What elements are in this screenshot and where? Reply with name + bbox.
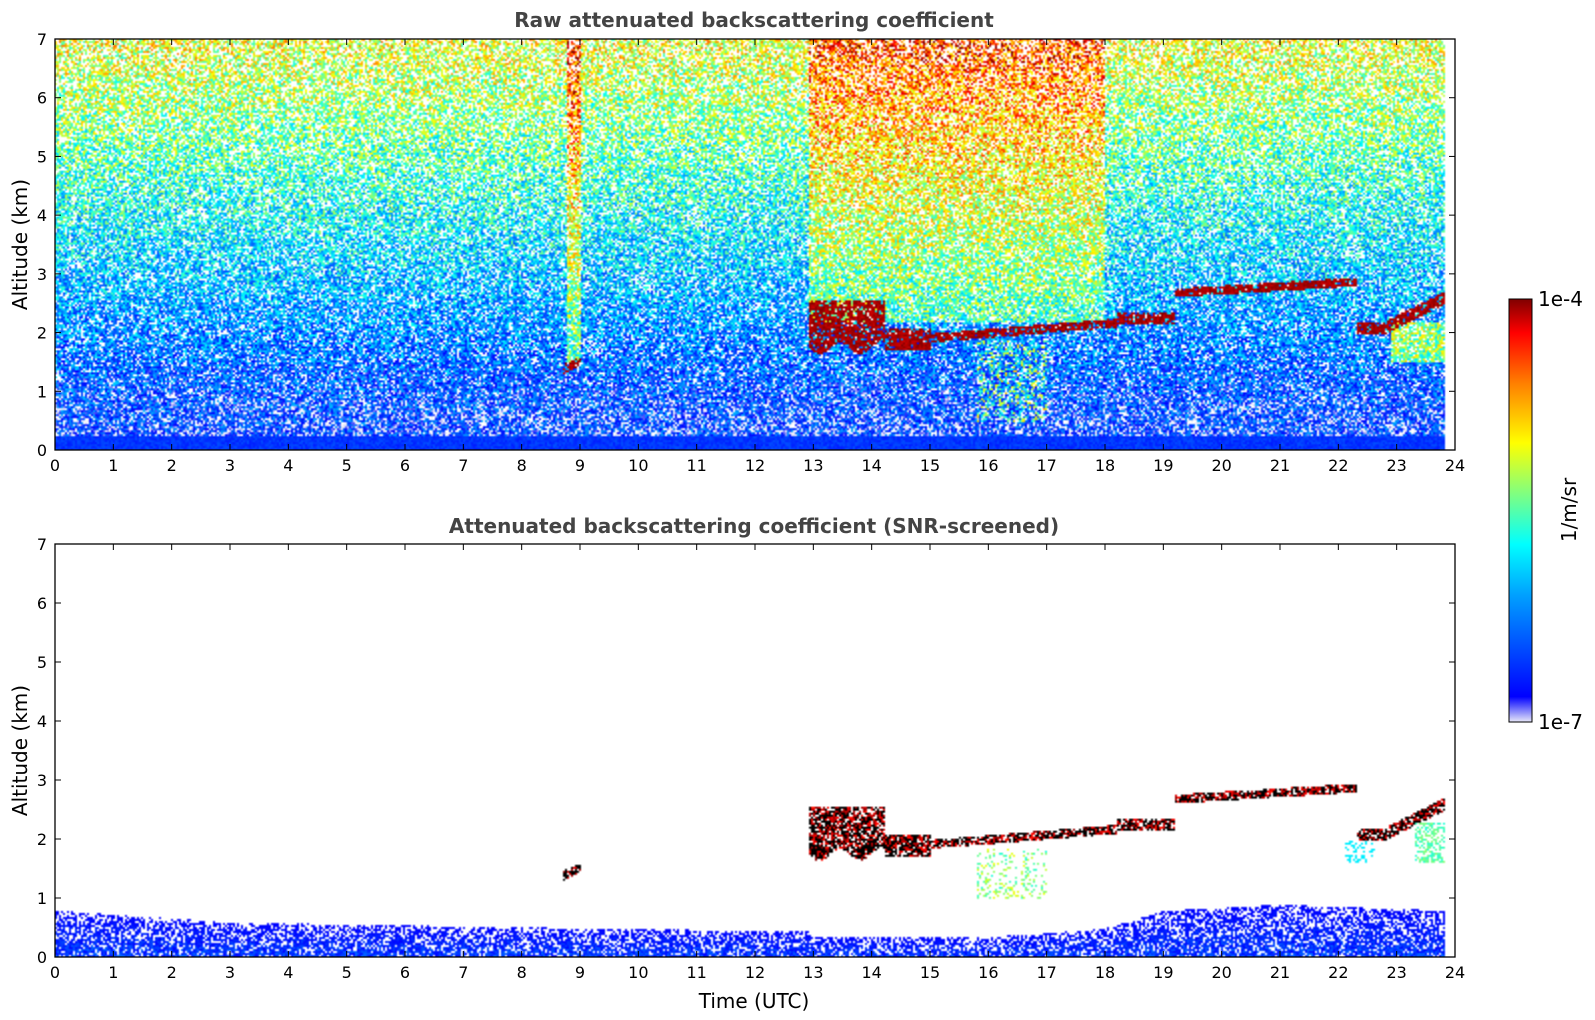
colorbar-min-label: 1e-7 xyxy=(1538,710,1583,734)
y-tick-label: 2 xyxy=(37,324,47,343)
y-tick-label: 0 xyxy=(37,948,47,967)
x-tick-label: 11 xyxy=(686,456,706,475)
x-tick-label: 13 xyxy=(803,456,823,475)
colorbar-gradient xyxy=(1508,298,1533,723)
x-tick-label: 12 xyxy=(745,456,765,475)
x-tick-label: 13 xyxy=(803,963,823,982)
x-tick-label: 11 xyxy=(686,963,706,982)
x-tick-label: 20 xyxy=(1211,456,1231,475)
x-tick-label: 0 xyxy=(50,456,60,475)
x-tick-label: 21 xyxy=(1270,963,1290,982)
x-tick-label: 7 xyxy=(458,963,468,982)
y-tick-label: 5 xyxy=(37,147,47,166)
x-tick-label: 5 xyxy=(342,963,352,982)
x-tick-label: 19 xyxy=(1153,456,1173,475)
colorbar-unit-label: 1/m/sr xyxy=(1557,477,1581,542)
x-tick-label: 24 xyxy=(1445,456,1465,475)
x-tick-label: 17 xyxy=(1036,456,1056,475)
x-tick-label: 6 xyxy=(400,456,410,475)
x-tick-label: 4 xyxy=(283,456,293,475)
panel-screened-ylabel: Altitude (km) xyxy=(8,685,32,816)
y-tick-label: 3 xyxy=(37,265,47,284)
panel-screened: Attenuated backscattering coefficient (S… xyxy=(8,514,1465,1013)
x-tick-label: 7 xyxy=(458,456,468,475)
x-tick-label: 20 xyxy=(1211,963,1231,982)
x-tick-label: 10 xyxy=(628,963,648,982)
panel-screened-title: Attenuated backscattering coefficient (S… xyxy=(449,514,1059,538)
x-tick-label: 6 xyxy=(400,963,410,982)
panel-screened-heatmap xyxy=(55,544,1455,957)
x-tick-label: 18 xyxy=(1095,963,1115,982)
colorbar-max-label: 1e-4 xyxy=(1538,287,1583,311)
x-tick-label: 8 xyxy=(517,456,527,475)
y-tick-label: 1 xyxy=(37,889,47,908)
x-tick-label: 3 xyxy=(225,456,235,475)
x-tick-label: 2 xyxy=(167,963,177,982)
x-tick-label: 14 xyxy=(861,456,881,475)
x-tick-label: 19 xyxy=(1153,963,1173,982)
x-tick-label: 8 xyxy=(517,963,527,982)
x-tick-label: 21 xyxy=(1270,456,1290,475)
x-tick-label: 1 xyxy=(108,456,118,475)
y-tick-label: 7 xyxy=(37,535,47,554)
y-tick-label: 1 xyxy=(37,382,47,401)
panel-raw-ticks: 0 1 2 3 4 5 6 7 8 9 10 11 12 13 14 15 16 17 18 19 20 21 22 23 24… xyxy=(37,30,1465,475)
x-tick-label: 24 xyxy=(1445,963,1465,982)
panel-raw-title: Raw attenuated backscattering coefficien… xyxy=(514,8,994,32)
x-tick-label: 16 xyxy=(978,456,998,475)
x-tick-label: 18 xyxy=(1095,456,1115,475)
panel-raw-heatmap xyxy=(55,39,1455,450)
x-tick-label: 22 xyxy=(1328,963,1348,982)
x-tick-label: 4 xyxy=(283,963,293,982)
x-tick-label: 16 xyxy=(978,963,998,982)
x-tick-label: 1 xyxy=(108,963,118,982)
x-tick-label: 15 xyxy=(920,963,940,982)
panel-screened-ticks: 0 1 2 3 4 5 6 7 8 9 10 11 12 13 14 15 16 17 18 19 20 21 22 23 24… xyxy=(37,535,1465,982)
y-tick-label: 4 xyxy=(37,206,47,225)
panel-raw: Raw attenuated backscattering coefficien… xyxy=(8,8,1465,475)
y-tick-label: 6 xyxy=(37,89,47,108)
y-tick-label: 6 xyxy=(37,594,47,613)
y-tick-label: 7 xyxy=(37,30,47,49)
x-tick-label: 15 xyxy=(920,456,940,475)
x-tick-label: 5 xyxy=(342,456,352,475)
x-tick-label: 0 xyxy=(50,963,60,982)
x-tick-label: 23 xyxy=(1386,456,1406,475)
x-tick-label: 12 xyxy=(745,963,765,982)
y-tick-label: 3 xyxy=(37,771,47,790)
y-tick-label: 5 xyxy=(37,653,47,672)
x-tick-label: 9 xyxy=(575,456,585,475)
y-tick-label: 4 xyxy=(37,712,47,731)
colorbar: 1e-4 1e-7 1/m/sr xyxy=(1508,287,1583,734)
y-tick-label: 2 xyxy=(37,830,47,849)
panel-screened-xlabel: Time (UTC) xyxy=(698,989,810,1013)
x-tick-label: 23 xyxy=(1386,963,1406,982)
y-tick-label: 0 xyxy=(37,441,47,460)
x-tick-label: 10 xyxy=(628,456,648,475)
x-tick-label: 3 xyxy=(225,963,235,982)
x-tick-label: 9 xyxy=(575,963,585,982)
x-tick-label: 2 xyxy=(167,456,177,475)
x-tick-label: 17 xyxy=(1036,963,1056,982)
x-tick-label: 14 xyxy=(861,963,881,982)
x-tick-label: 22 xyxy=(1328,456,1348,475)
panel-raw-ylabel: Altitude (km) xyxy=(8,179,32,310)
